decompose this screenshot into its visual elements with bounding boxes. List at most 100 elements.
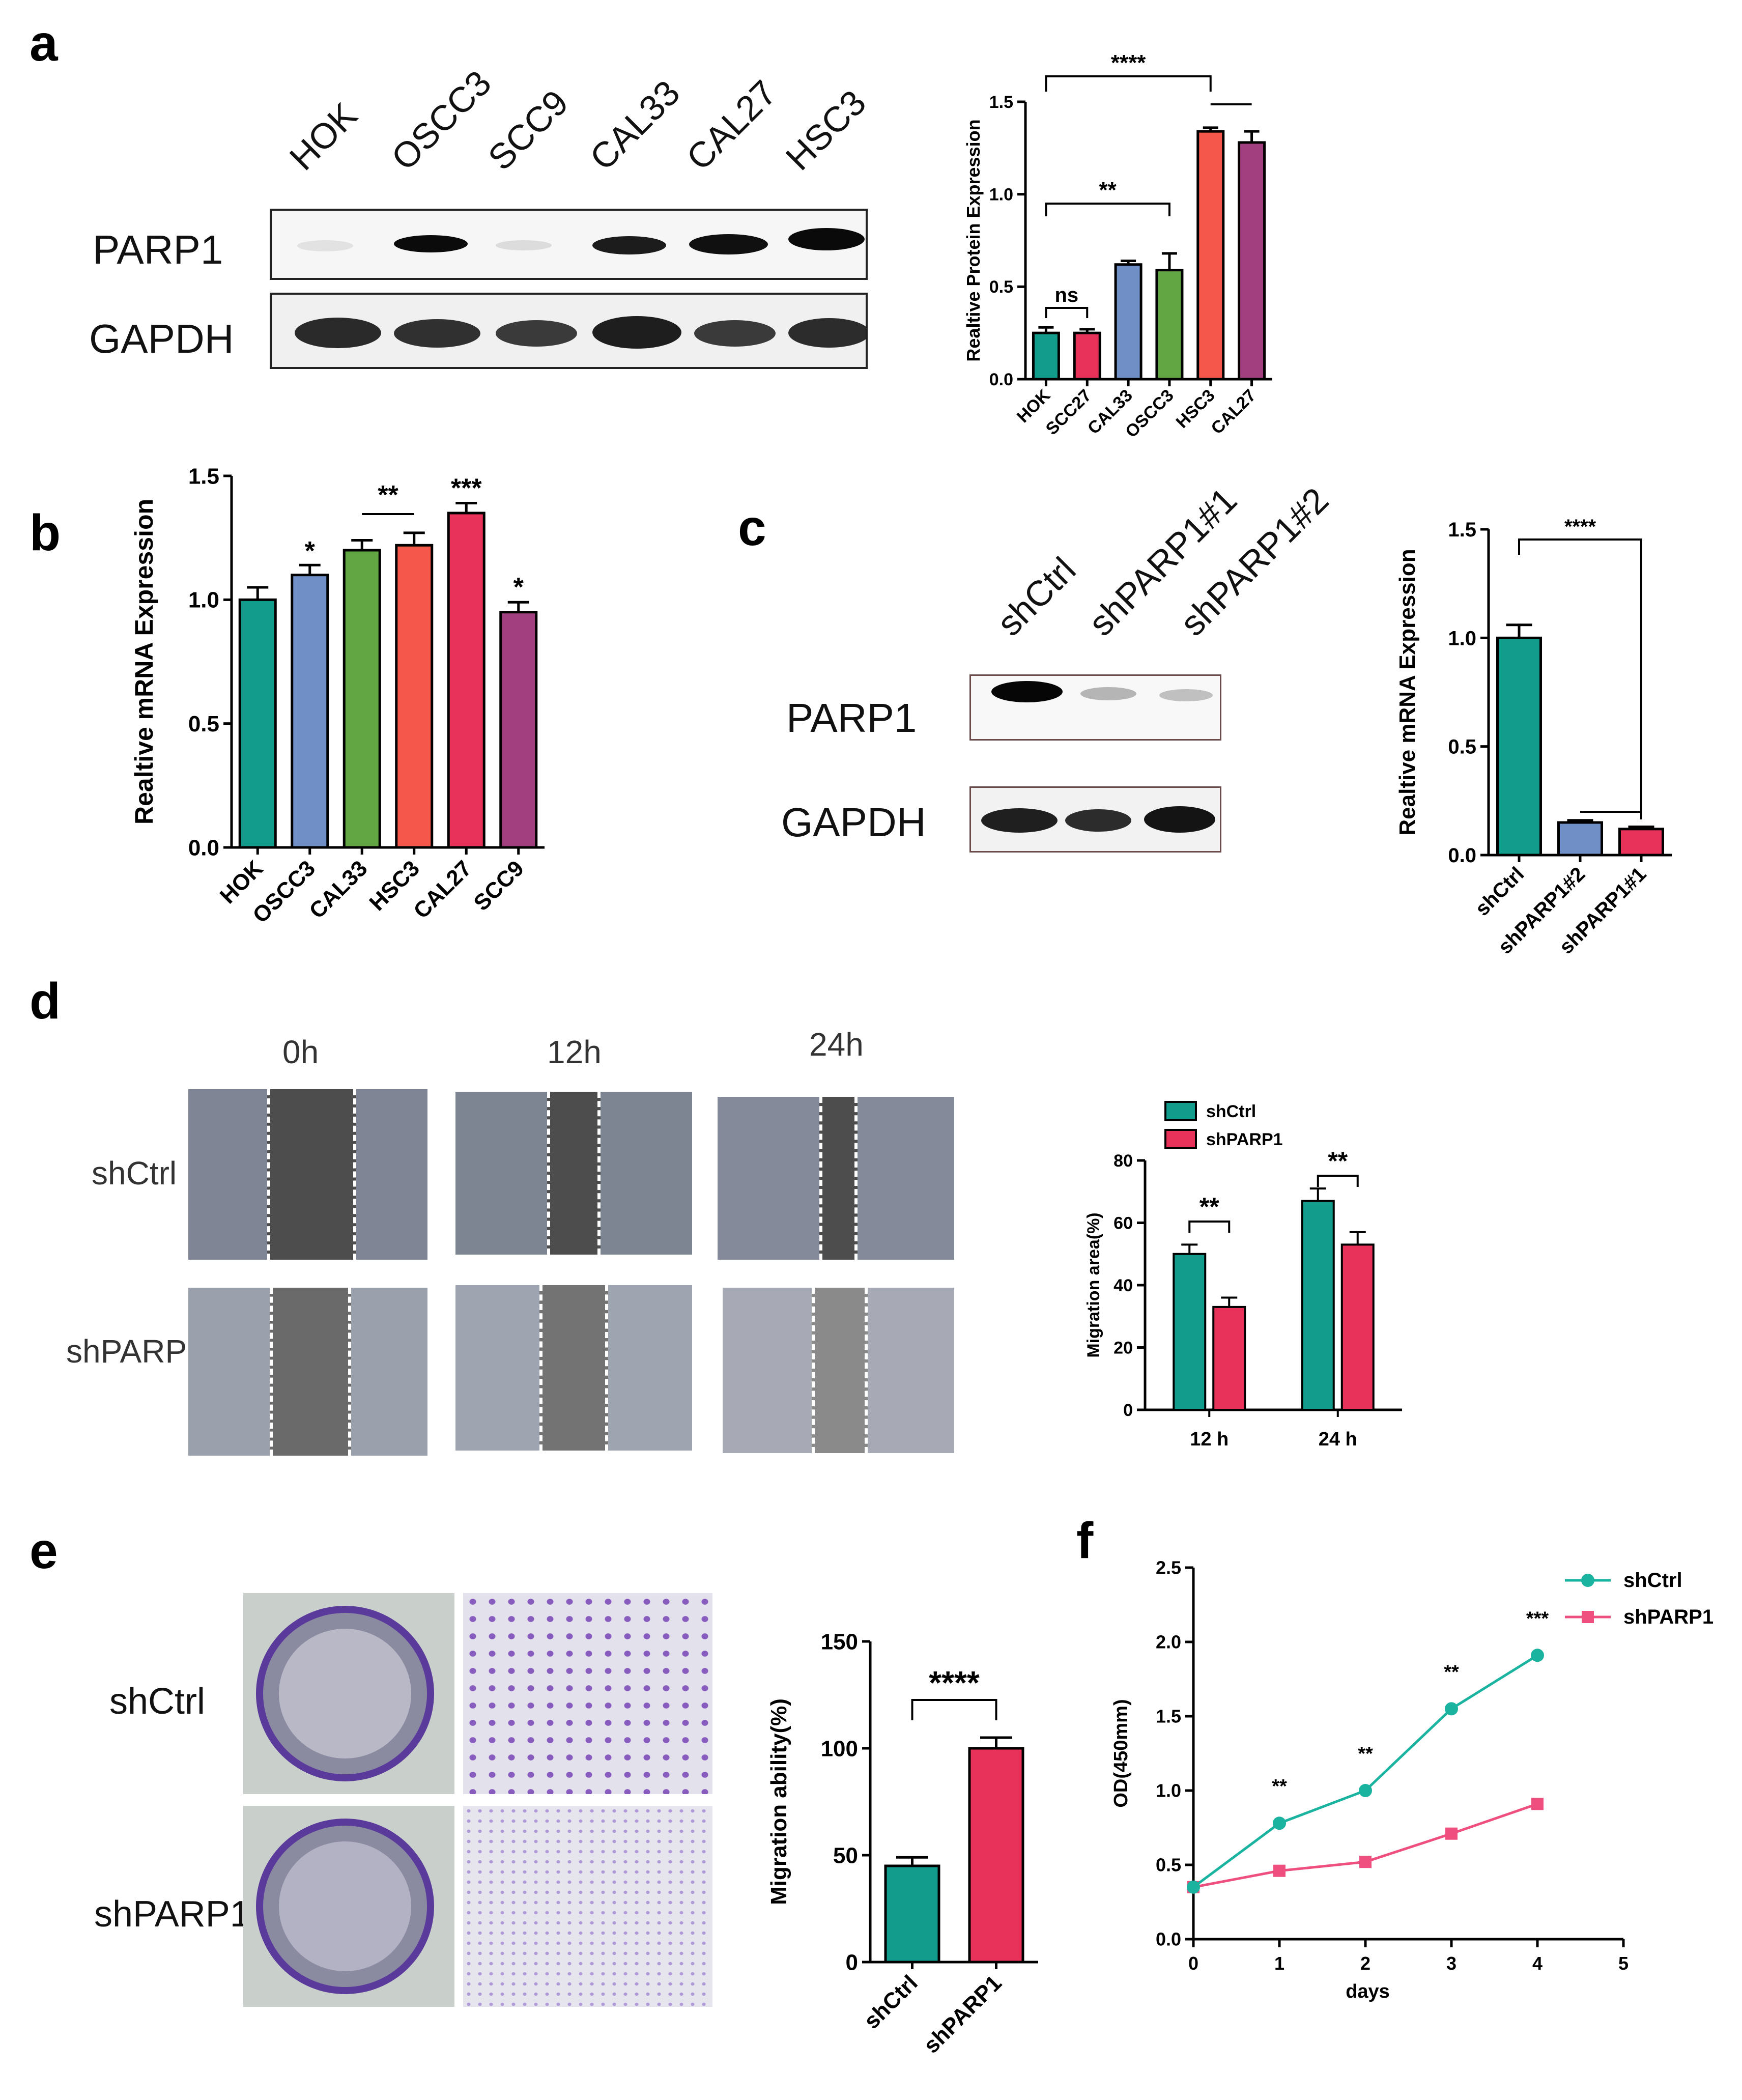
blot-band: [295, 318, 381, 348]
f-chart-y-tick-label: 1.0: [1156, 1780, 1181, 1801]
a-chart-y-tick-label: 1.5: [989, 93, 1013, 112]
f-chart-data-point: [1445, 1702, 1458, 1716]
transwell-field-photo: [463, 1806, 712, 2007]
b-chart-significance-label: **: [378, 480, 398, 510]
a-chart-significance-bracket: [1045, 203, 1170, 216]
e-chart-bar: [968, 1747, 1024, 1964]
f-chart-series-line: [1193, 1802, 1538, 1889]
b-chart-significance-label: ***: [451, 474, 482, 503]
a-chart-bar: [1155, 269, 1184, 381]
blot-band: [394, 235, 468, 252]
c-chart-bar: [1618, 828, 1664, 857]
d-chart-y-tick-label: 0: [1123, 1401, 1133, 1420]
b-chart-significance-label: *: [513, 573, 524, 602]
blot-band: [1159, 689, 1213, 701]
d-chart-significance-bracket: [1188, 1221, 1231, 1233]
d-chart-x-tick-label: 24 h: [1319, 1429, 1357, 1450]
panel-letter-b: b: [30, 504, 61, 561]
blot-band: [1144, 806, 1215, 833]
c-chart-bar: [1496, 636, 1542, 857]
scratch-gap: [819, 1097, 858, 1260]
transwell-well-inner: [279, 1629, 411, 1758]
transwell-well-photo: [243, 1806, 454, 2007]
b-chart-y-tick-label: 1.5: [188, 464, 219, 489]
scratch-photo: [723, 1288, 954, 1453]
f-chart-x-tick-label: 2: [1360, 1953, 1370, 1974]
panel-letter-a: a: [30, 15, 58, 72]
stained-cells: [463, 1593, 712, 1794]
blot-band: [788, 228, 865, 250]
f-chart-data-point: [1187, 1880, 1200, 1894]
d-chart-bar: [1301, 1200, 1335, 1411]
a-chart-y-axis-label: Realtive Protein Expression: [963, 119, 984, 361]
f-chart-data-point: [1445, 1827, 1458, 1840]
panel-letter-f: f: [1076, 1512, 1094, 1569]
scratch-row-label: shPARP1: [66, 1333, 205, 1370]
d-chart-legend-swatch: [1164, 1129, 1197, 1149]
blot-band: [788, 318, 866, 348]
a-chart-bar: [1073, 331, 1101, 381]
blot-band: [1080, 687, 1136, 700]
a-chart-y-tick-label: 0.0: [989, 370, 1013, 389]
blot-c-gapdh-membrane: [969, 786, 1221, 853]
b-chart-y-tick-label: 0.5: [188, 712, 219, 736]
f-chart-legend-marker: [1581, 1574, 1594, 1587]
f-chart-x-tick-label: 0: [1188, 1953, 1198, 1974]
blot-band: [297, 240, 353, 251]
d-chart-legend-label: shPARP1: [1206, 1130, 1283, 1149]
f-chart-data-point: [1531, 1649, 1544, 1662]
d-chart-legend-swatch: [1164, 1101, 1197, 1121]
scratch-time-label: 12h: [547, 1034, 602, 1070]
f-chart-x-tick-label: 1: [1274, 1953, 1284, 1974]
a-chart-significance-label: ****: [1111, 50, 1146, 75]
transwell-row-label: shPARP1: [94, 1894, 250, 1935]
scratch-photo: [455, 1285, 692, 1451]
f-chart-x-tick-label: 5: [1618, 1953, 1629, 1974]
a-chart-y-tick-label: 0.5: [989, 277, 1013, 297]
d-chart-y-axis-label: Migration area(%): [1084, 1212, 1103, 1357]
panel-letter-c: c: [738, 499, 766, 556]
blot-band: [991, 681, 1063, 702]
c-chart-bar: [1557, 821, 1603, 857]
stained-cells: [463, 1806, 712, 2007]
e-chart-significance-label: ****: [929, 1664, 980, 1701]
blot-a-row-label: GAPDH: [89, 316, 234, 361]
blot-band: [981, 808, 1058, 833]
e-chart-y-tick-label: 100: [821, 1736, 858, 1761]
c-chart-y-tick-label: 0.0: [1448, 844, 1476, 867]
scratch-gap: [267, 1089, 356, 1260]
d-chart-bar: [1173, 1253, 1207, 1411]
f-chart-legend-label: shCtrl: [1623, 1569, 1682, 1592]
transwell-field-photo: [463, 1593, 712, 1794]
a-chart-significance-label: **: [1099, 178, 1117, 203]
b-chart-bar: [291, 574, 329, 849]
a-chart-y-tick-label: 1.0: [989, 185, 1013, 205]
b-chart-bar: [238, 598, 277, 849]
d-chart-legend-label: shCtrl: [1206, 1102, 1256, 1121]
transwell-row-label: shCtrl: [109, 1681, 206, 1722]
scratch-row-label: shCtrl: [92, 1155, 177, 1191]
f-chart-y-tick-label: 0.0: [1156, 1929, 1181, 1950]
f-chart-y-axis-label: OD(450mm): [1110, 1699, 1132, 1807]
blot-a-row-label: PARP1: [93, 227, 223, 272]
blot-band: [592, 236, 666, 254]
f-chart-x-tick-label: 3: [1446, 1953, 1457, 1974]
f-chart-data-point: [1531, 1798, 1544, 1810]
scratch-time-label: 0h: [282, 1034, 319, 1070]
c-chart-significance-label: ****: [1564, 516, 1596, 538]
c-chart-y-tick-label: 1.5: [1448, 519, 1476, 541]
scratch-photo: [188, 1089, 427, 1260]
blot-c-parp1-membrane: [969, 674, 1221, 741]
scratch-gap: [547, 1092, 601, 1255]
panel-letter-d: d: [30, 973, 61, 1030]
transwell-well-photo: [243, 1593, 454, 1794]
f-chart-y-tick-label: 0.5: [1156, 1855, 1181, 1876]
f-chart-data-point: [1273, 1817, 1286, 1830]
e-chart-significance-bracket: [911, 1699, 997, 1720]
blot-a-gapdh-membrane: [270, 293, 868, 369]
d-chart-bar: [1340, 1243, 1375, 1411]
